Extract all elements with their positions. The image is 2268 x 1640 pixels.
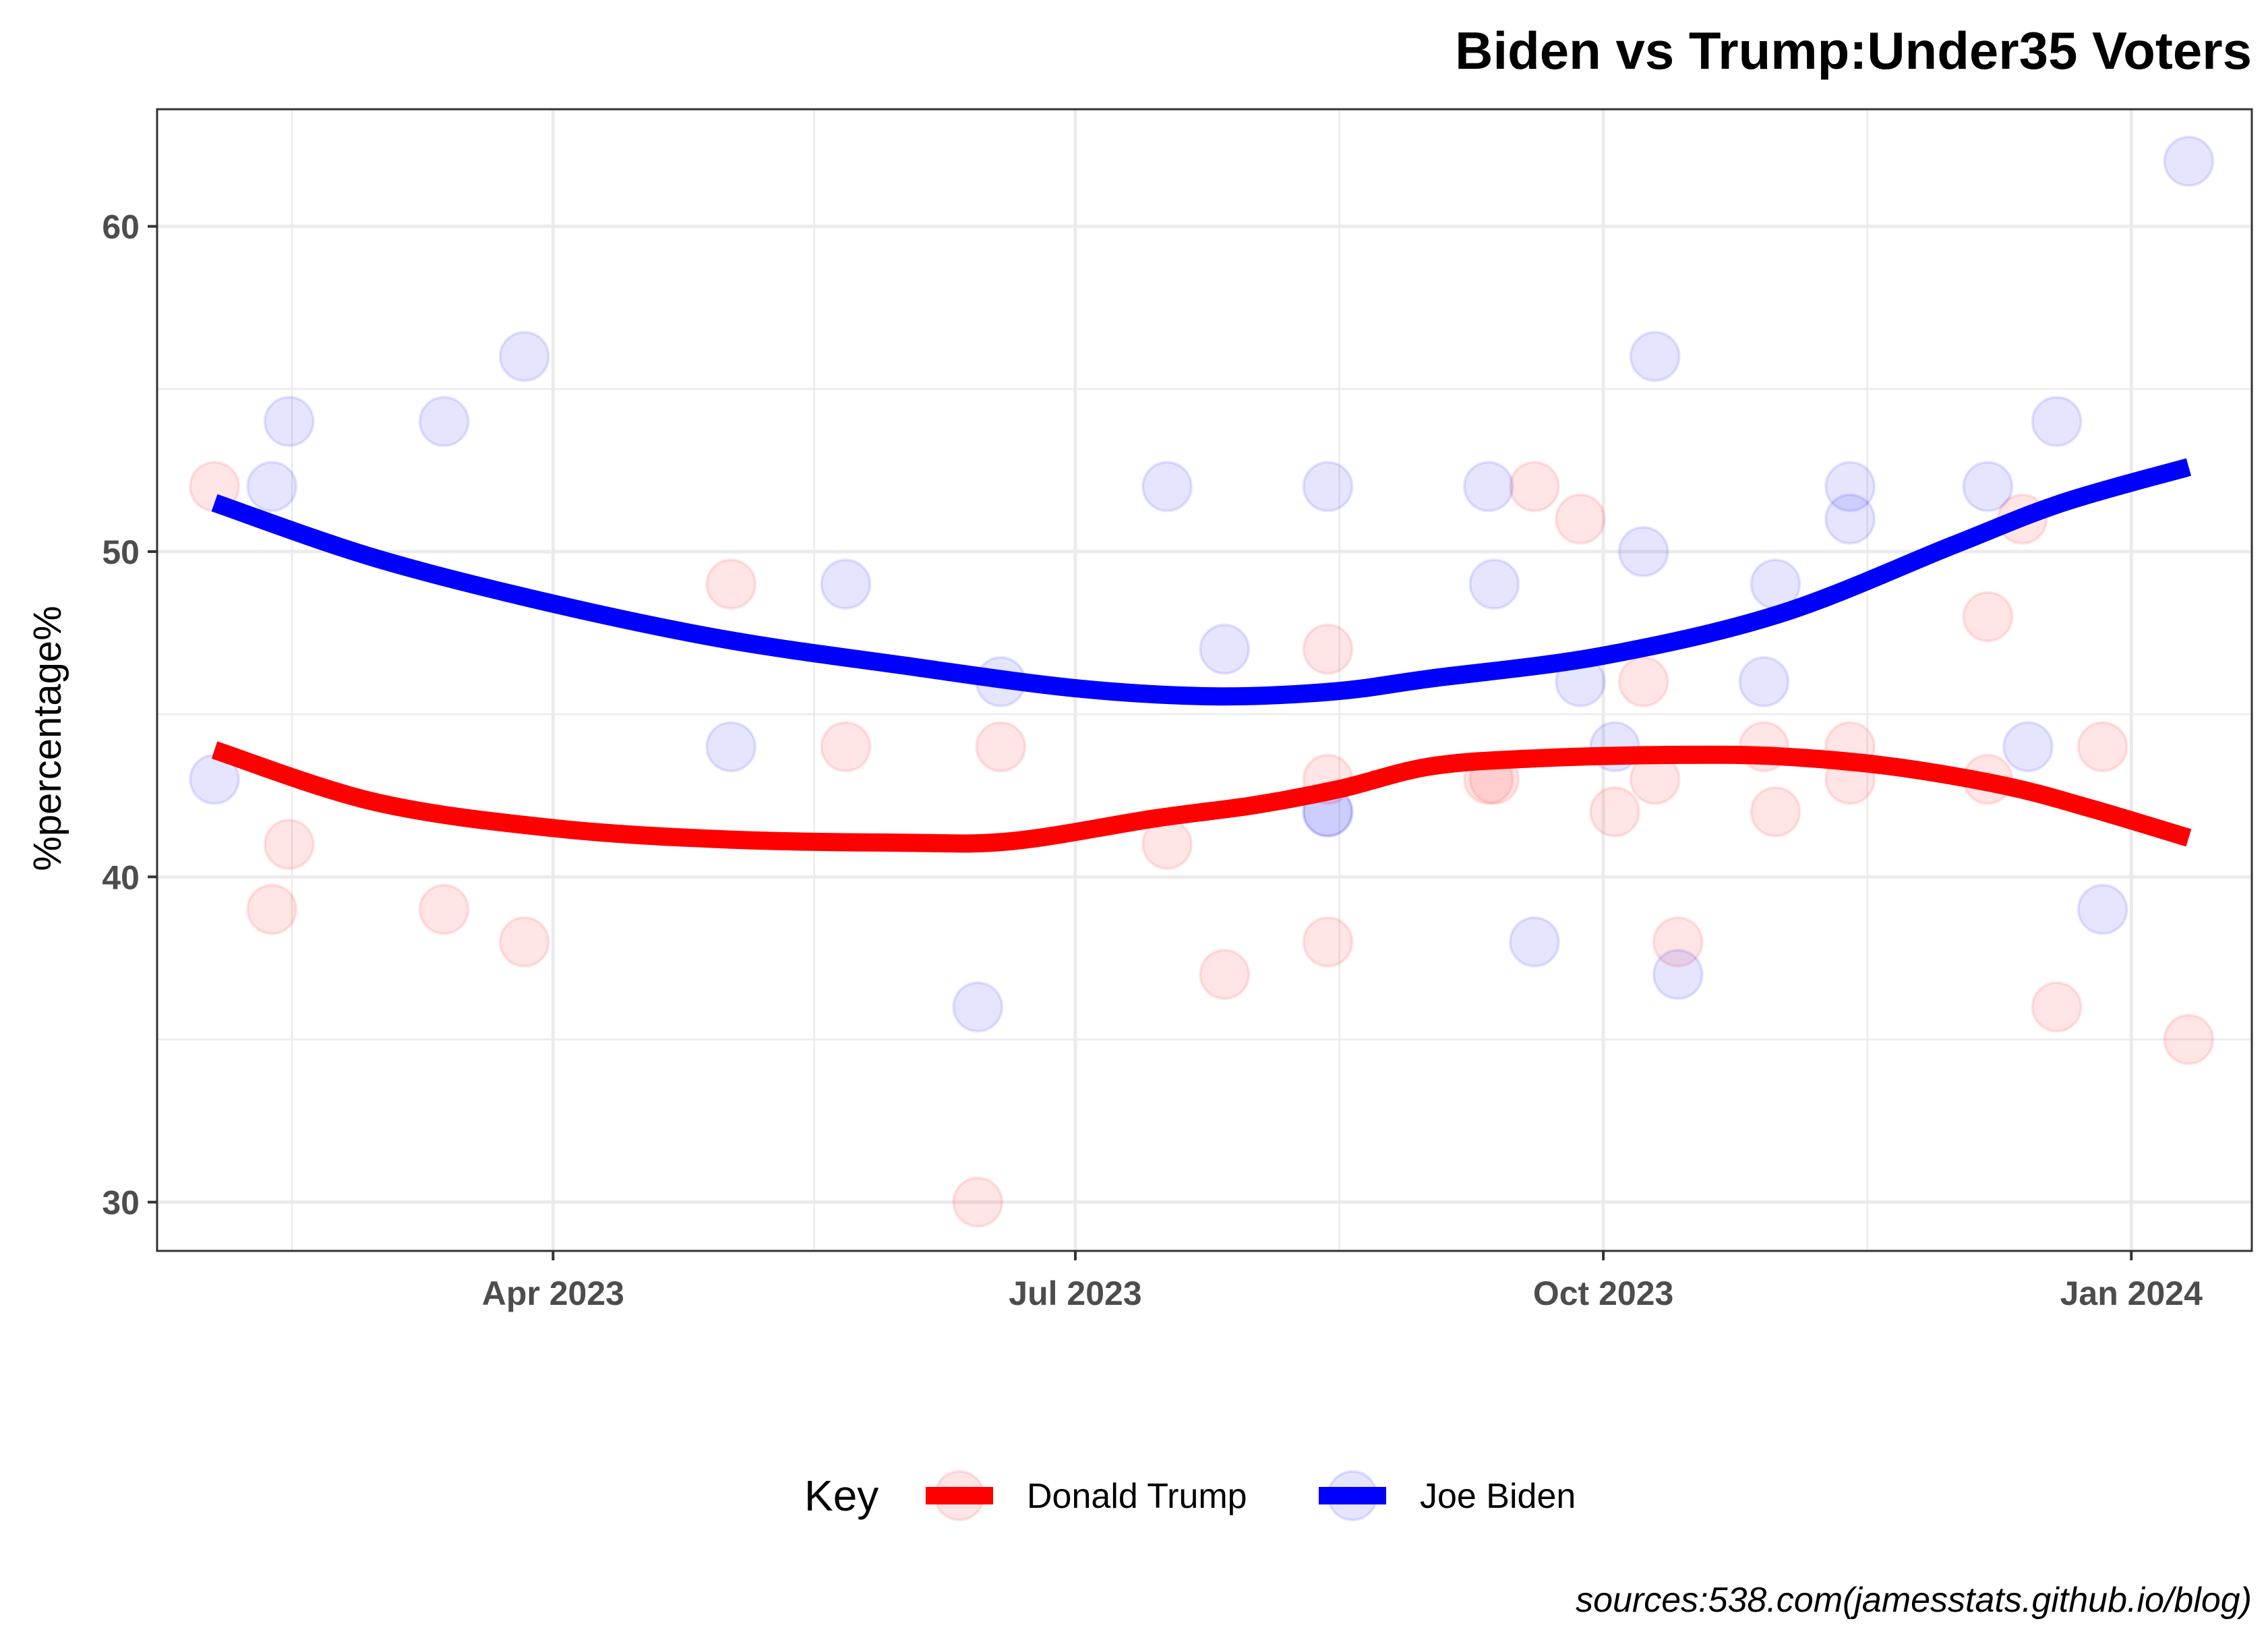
point-joe-biden (1508, 916, 1560, 968)
point-donald-trump (2077, 721, 2128, 773)
point-joe-biden (1629, 330, 1681, 382)
y-tick-label: 30 (102, 1184, 140, 1222)
point-joe-biden (1824, 493, 1876, 545)
point-donald-trump (1962, 591, 2014, 643)
y-tick-label: 40 (102, 858, 140, 896)
point-donald-trump (1302, 916, 1354, 968)
point-joe-biden (1738, 655, 1790, 707)
legend-label-donald-trump: Donald Trump (1027, 1477, 1247, 1516)
grid-minor (157, 109, 2252, 1251)
point-donald-trump (975, 721, 1027, 773)
trend-line-donald-trump (211, 741, 2192, 853)
point-joe-biden (246, 461, 298, 512)
point-joe-biden (2031, 396, 2083, 448)
point-joe-biden (1617, 525, 1669, 577)
point-joe-biden (1199, 623, 1251, 675)
x-tick-label: Jan 2024 (2060, 1275, 2203, 1312)
point-joe-biden (2002, 721, 2054, 773)
point-joe-biden (1652, 949, 1704, 1001)
y-axis-title: %percentage% (26, 606, 69, 871)
point-donald-trump (1652, 916, 1704, 968)
point-donald-trump (1555, 493, 1607, 545)
panel-border (156, 108, 2253, 1252)
y-tick-label: 50 (102, 533, 140, 571)
x-tick-label: Jul 2023 (1009, 1275, 1141, 1312)
grid-major (157, 109, 2252, 1251)
point-joe-biden (1962, 461, 2014, 512)
point-joe-biden (1462, 461, 1514, 512)
point-joe-biden (498, 330, 550, 382)
chart-caption: sources:538.com(jamesstats.github.io/blo… (1576, 1581, 2252, 1620)
legend-label-joe-biden: Joe Biden (1420, 1477, 1576, 1516)
trend-line-joe-biden (211, 458, 2192, 706)
point-donald-trump (1750, 786, 1801, 838)
point-donald-trump (2031, 981, 2083, 1033)
point-donald-trump (1617, 655, 1669, 707)
point-donald-trump (820, 721, 872, 773)
trend-lines (211, 458, 2192, 853)
x-tick-label: Apr 2023 (482, 1275, 624, 1312)
point-donald-trump (952, 1176, 1004, 1228)
point-joe-biden (1824, 461, 1876, 512)
legend-key-joe-biden (1319, 1470, 1386, 1521)
point-joe-biden (1468, 558, 1520, 610)
point-donald-trump (1508, 461, 1560, 512)
y-tick-label: 60 (102, 208, 140, 246)
point-joe-biden (820, 558, 872, 610)
point-joe-biden (2163, 136, 2215, 187)
data-points (189, 136, 2215, 1228)
point-donald-trump (1589, 786, 1641, 838)
point-joe-biden (2077, 883, 2128, 935)
point-donald-trump (2163, 1014, 2215, 1065)
point-donald-trump (418, 883, 470, 935)
point-joe-biden (263, 396, 315, 448)
point-joe-biden (418, 396, 470, 448)
point-donald-trump (263, 819, 315, 871)
legend-title: Key (804, 1471, 878, 1520)
point-joe-biden (1141, 461, 1193, 512)
y-axis: 30 40 50 60 (102, 208, 157, 1222)
x-axis: Apr 2023 Jul 2023 Oct 2023 Jan 2024 (482, 1251, 2203, 1312)
point-joe-biden (952, 981, 1004, 1033)
chart-title: Biden vs Trump:Under35 Voters (1455, 21, 2252, 80)
point-donald-trump (1302, 623, 1354, 675)
point-joe-biden (705, 721, 757, 773)
point-donald-trump (705, 558, 757, 610)
point-donald-trump (1199, 949, 1251, 1001)
legend: Key Donald Trump Joe Biden (804, 1470, 1576, 1521)
legend-key-donald-trump (926, 1470, 993, 1521)
point-donald-trump (246, 883, 298, 935)
point-donald-trump (498, 916, 550, 968)
point-joe-biden (1302, 461, 1354, 512)
x-tick-label: Oct 2023 (1533, 1275, 1673, 1312)
